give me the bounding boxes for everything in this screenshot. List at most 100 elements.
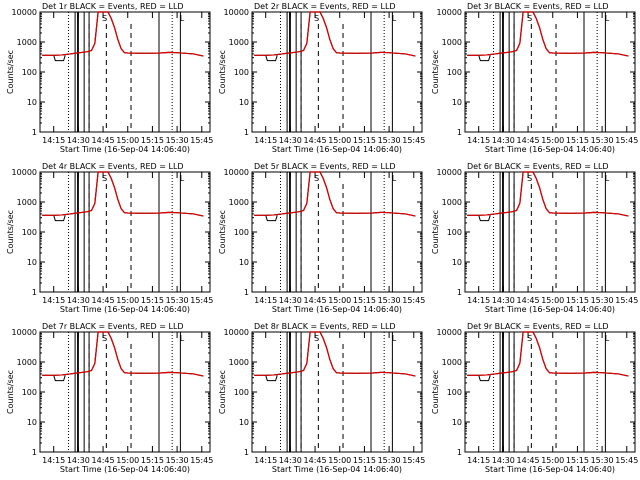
x-tick-label: 15:30 — [166, 296, 189, 305]
x-tick-label: 15:00 — [328, 296, 351, 305]
events-dip — [53, 55, 66, 62]
lld-series — [254, 331, 416, 377]
x-tick-label: 15:30 — [166, 136, 189, 145]
y-axis-label: Counts/sec — [218, 210, 227, 254]
x-tick-label: 15:30 — [378, 136, 401, 145]
x-tick-label: 15:30 — [591, 136, 614, 145]
x-tick-label: 15:30 — [378, 456, 401, 465]
x-tick-label: 14:30 — [279, 456, 302, 465]
y-tick-label: 10 — [239, 418, 249, 427]
x-tick-label: 15:45 — [402, 296, 425, 305]
events-dip — [265, 215, 278, 222]
x-axis-label: Start Time (16-Sep-04 14:06:40) — [272, 145, 402, 154]
y-tick-label: 10 — [27, 98, 37, 107]
x-tick-label: 14:30 — [492, 296, 515, 305]
x-tick-label: 14:30 — [67, 136, 90, 145]
y-tick-label: 1 — [32, 288, 37, 297]
plot-frame — [39, 11, 211, 133]
marker-label: L — [392, 14, 397, 23]
y-tick-label: 100 — [234, 388, 249, 397]
x-tick-label: 15:30 — [591, 456, 614, 465]
y-axis-label: Counts/sec — [431, 210, 440, 254]
x-tick-label: 14:30 — [279, 296, 302, 305]
y-tick-label: 10000 — [12, 328, 37, 337]
y-axis-label: Counts/sec — [218, 370, 227, 414]
y-tick-label: 1000 — [17, 198, 37, 207]
marker-label: L — [180, 14, 185, 23]
y-axis-label: Counts/sec — [6, 370, 15, 414]
y-tick-label: 10 — [452, 258, 462, 267]
x-tick-label: 14:45 — [304, 456, 327, 465]
events-dip — [265, 375, 278, 382]
x-tick-label: 14:15 — [254, 136, 277, 145]
x-tick-label: 15:15 — [566, 456, 589, 465]
x-axis-label: Start Time (16-Sep-04 14:06:40) — [60, 145, 190, 154]
lld-series — [42, 11, 204, 57]
y-tick-label: 1000 — [442, 358, 462, 367]
marker-label: L — [180, 334, 185, 343]
lld-series — [254, 11, 416, 57]
y-tick-label: 10000 — [224, 8, 249, 17]
panel-2: Det 2r BLACK = Events, RED = LLD 1 10 100 10… — [218, 2, 425, 154]
x-tick-label: 14:15 — [467, 136, 490, 145]
y-tick-label: 1000 — [229, 358, 249, 367]
lld-series — [467, 171, 629, 217]
marker-label: L — [180, 174, 185, 183]
x-tick-label: 15:15 — [353, 296, 376, 305]
panel-8: Det 8r BLACK = Events, RED = LLD 1 10 100 10… — [218, 322, 425, 474]
y-tick-label: 1 — [457, 128, 462, 137]
marker-label: S — [102, 14, 107, 23]
x-tick-label: 15:45 — [615, 136, 638, 145]
x-tick-label: 14:15 — [42, 136, 65, 145]
x-tick-label: 15:45 — [190, 296, 213, 305]
y-tick-label: 10 — [452, 418, 462, 427]
x-tick-label: 15:00 — [328, 136, 351, 145]
y-axis-label: Counts/sec — [431, 370, 440, 414]
y-tick-label: 100 — [447, 388, 462, 397]
x-axis-label: Start Time (16-Sep-04 14:06:40) — [60, 465, 190, 474]
events-dip — [478, 215, 491, 222]
events-dip — [478, 375, 491, 382]
x-tick-label: 15:45 — [615, 296, 638, 305]
y-tick-label: 10000 — [224, 168, 249, 177]
x-tick-label: 14:45 — [92, 136, 115, 145]
panel-title: Det 2r BLACK = Events, RED = LLD — [254, 2, 396, 11]
x-axis-label: Start Time (16-Sep-04 14:06:40) — [272, 465, 402, 474]
panel-title: Det 3r BLACK = Events, RED = LLD — [467, 2, 609, 11]
plot-frame — [464, 171, 636, 293]
y-tick-label: 10000 — [224, 328, 249, 337]
x-tick-label: 14:30 — [279, 136, 302, 145]
events-dip — [53, 215, 66, 222]
panel-1: Det 1r BLACK = Events, RED = LLD 1 10 100 10… — [6, 2, 213, 154]
lld-series — [42, 331, 204, 377]
y-tick-label: 10 — [27, 258, 37, 267]
marker-label: S — [314, 334, 319, 343]
y-tick-label: 1000 — [229, 38, 249, 47]
y-tick-label: 100 — [22, 388, 37, 397]
y-tick-label: 1 — [457, 288, 462, 297]
lld-series — [467, 331, 629, 377]
x-tick-label: 15:00 — [541, 456, 564, 465]
x-tick-label: 15:00 — [541, 296, 564, 305]
marker-label: L — [392, 334, 397, 343]
x-tick-label: 15:00 — [541, 136, 564, 145]
x-tick-label: 15:15 — [141, 296, 164, 305]
x-tick-label: 14:15 — [42, 456, 65, 465]
panel-4: Det 4r BLACK = Events, RED = LLD 1 10 100 10… — [6, 162, 213, 314]
y-tick-label: 1000 — [17, 38, 37, 47]
y-tick-label: 1 — [457, 448, 462, 457]
x-tick-label: 14:15 — [254, 456, 277, 465]
panel-9: Det 9r BLACK = Events, RED = LLD 1 10 100 10… — [431, 322, 638, 474]
x-axis-label: Start Time (16-Sep-04 14:06:40) — [60, 305, 190, 314]
panel-3: Det 3r BLACK = Events, RED = LLD 1 10 100 10… — [431, 2, 638, 154]
y-tick-label: 1 — [244, 288, 249, 297]
y-tick-label: 10 — [452, 98, 462, 107]
x-tick-label: 15:15 — [353, 456, 376, 465]
panel-title: Det 1r BLACK = Events, RED = LLD — [42, 2, 184, 11]
x-tick-label: 14:15 — [467, 296, 490, 305]
y-tick-label: 1 — [244, 128, 249, 137]
x-tick-label: 15:00 — [116, 296, 139, 305]
marker-label: S — [102, 174, 107, 183]
y-tick-label: 100 — [234, 228, 249, 237]
